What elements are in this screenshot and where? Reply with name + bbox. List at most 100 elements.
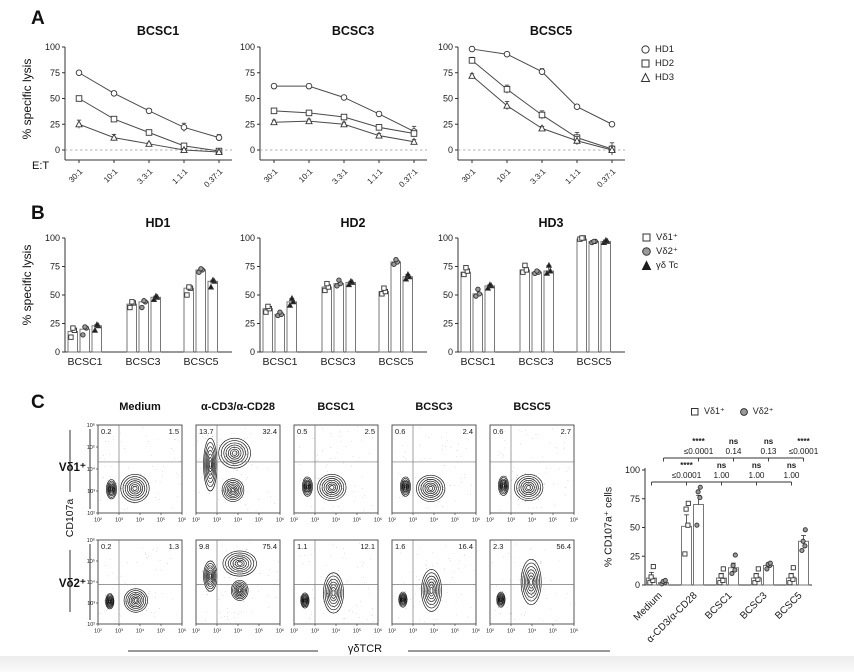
svg-text:25: 25 <box>443 119 453 129</box>
bar-BCSC5-Vδ1⁺ <box>378 285 389 353</box>
bar-α-CD3/α-CD28-Vδ1⁺ <box>681 500 692 586</box>
bar-BCSC5-Vδ1⁺ <box>786 565 797 586</box>
flow-plot-Vδ1⁺-Medium: 0.2 1.5 10² 10³ 10⁴ 10⁵ 10⁶ 10² 10³ 10⁴ 10⁵ 10⁶ <box>87 423 186 524</box>
svg-text:0.14: 0.14 <box>726 447 742 456</box>
page-background-strip <box>0 656 854 672</box>
svg-text:75: 75 <box>50 68 60 78</box>
chart-a3-title: BCSC5 <box>529 24 573 38</box>
axes: 0 25 50 75 100 30:1 10:1 3.3:1 1.1:1 0.37:1 <box>438 42 625 189</box>
svg-text:10⁶: 10⁶ <box>178 629 186 635</box>
black-triangle-marker-icon <box>641 260 652 270</box>
svg-text:50: 50 <box>50 94 60 104</box>
gray-circle-marker-icon <box>642 247 651 256</box>
svg-text:50: 50 <box>630 523 640 533</box>
bar-Medium-Vδ2⁺ <box>658 577 669 587</box>
svg-text:10⁵: 10⁵ <box>353 518 361 524</box>
legend-vd2: Vδ2⁺ <box>641 246 678 257</box>
flow-plot-Vδ1⁺-α-CD3/α-CD28: 13.7 32.4 10² 10³ 10⁴ 10⁵ 10⁶ <box>192 424 284 524</box>
svg-text:12.1: 12.1 <box>360 542 375 551</box>
svg-text:10⁵: 10⁵ <box>451 629 459 635</box>
svg-text:1.1: 1.1 <box>297 542 307 551</box>
flow-plot-Vδ2⁺-BCSC1: 1.1 12.1 10² 10³ 10⁴ 10⁵ 10⁶ <box>290 539 382 635</box>
svg-text:100: 100 <box>438 42 453 52</box>
svg-text:BCSC1: BCSC1 <box>262 356 297 368</box>
svg-text:75: 75 <box>245 262 255 272</box>
svg-text:1.5: 1.5 <box>169 427 179 436</box>
svg-text:50: 50 <box>245 290 255 300</box>
bar-BCSC1-Vδ1⁺ <box>460 264 471 353</box>
legend-hd1: HD1 <box>640 44 674 55</box>
svg-text:10⁶: 10⁶ <box>472 629 480 635</box>
square-marker-icon <box>641 59 650 68</box>
panel-a-et-label: E:T <box>32 160 50 172</box>
bar-BCSC3-Vδ2⁺ <box>333 277 344 353</box>
svg-text:1.3: 1.3 <box>169 542 179 551</box>
svg-text:BCSC1: BCSC1 <box>703 590 735 622</box>
svg-text:10²: 10² <box>290 629 298 635</box>
svg-text:0.2: 0.2 <box>101 427 111 436</box>
svg-text:10⁴: 10⁴ <box>136 629 145 635</box>
flow-plot-Vδ2⁺-α-CD3/α-CD28: 9.8 75.4 10² 10³ 10⁴ 10⁵ 10⁶ <box>192 539 284 635</box>
svg-text:10³: 10³ <box>507 518 515 524</box>
svg-text:0.37:1: 0.37:1 <box>202 167 224 189</box>
svg-text:10:1: 10:1 <box>297 167 315 185</box>
svg-text:10³: 10³ <box>409 518 417 524</box>
chart-b2-title: HD2 <box>340 216 366 230</box>
svg-text:10³: 10³ <box>115 518 123 524</box>
svg-text:0: 0 <box>448 145 453 155</box>
svg-text:10⁶: 10⁶ <box>374 629 382 635</box>
chart-a1-title: BCSC1 <box>136 24 180 38</box>
svg-text:BCSC5: BCSC5 <box>576 356 611 368</box>
series-HD2 <box>270 107 418 137</box>
svg-text:BCSC5: BCSC5 <box>183 356 218 368</box>
svg-text:3.3:1: 3.3:1 <box>330 167 349 186</box>
svg-text:0: 0 <box>448 347 453 357</box>
gray-circle-marker-icon <box>739 407 748 416</box>
svg-text:10²: 10² <box>388 629 396 635</box>
chart-b3-title: HD3 <box>538 216 564 230</box>
svg-text:10²: 10² <box>290 518 298 524</box>
svg-text:75: 75 <box>630 494 640 504</box>
svg-text:30:1: 30:1 <box>67 167 85 185</box>
svg-text:0.5: 0.5 <box>297 427 307 436</box>
svg-text:10³: 10³ <box>311 518 319 524</box>
svg-text:25: 25 <box>245 119 255 129</box>
svg-text:****: **** <box>692 437 705 446</box>
hd1-bar-chart: 0 25 50 75 100 BCSC1 BCSC3 BCSC5 <box>45 233 232 368</box>
svg-text:1.1:1: 1.1:1 <box>170 167 189 186</box>
legend-hd3-label: HD3 <box>655 72 675 83</box>
svg-text:0: 0 <box>250 145 255 155</box>
flow-col-acd3: α-CD3/α-CD28 <box>200 401 276 413</box>
svg-text:50: 50 <box>245 94 255 104</box>
svg-text:1.1:1: 1.1:1 <box>365 167 384 186</box>
svg-text:10:1: 10:1 <box>102 167 120 185</box>
svg-text:10³: 10³ <box>311 629 319 635</box>
svg-text:2.5: 2.5 <box>365 427 375 436</box>
svg-text:10⁶: 10⁶ <box>570 629 578 635</box>
svg-text:10⁴: 10⁴ <box>430 629 439 635</box>
bar-BCSC1-Vδ1⁺ <box>262 303 273 353</box>
svg-text:9.8: 9.8 <box>199 542 209 551</box>
legend-hd2: HD2 <box>640 58 674 69</box>
bar-BCSC3-γδ Tc <box>150 292 161 353</box>
panel-b-legend: Vδ1⁺ Vδ2⁺ γδ Tc <box>641 232 678 271</box>
svg-text:ns: ns <box>752 461 762 470</box>
panel-c-label: C <box>31 392 45 413</box>
flow-plot-Vδ1⁺-BCSC1: 0.5 2.5 10² 10³ 10⁴ 10⁵ 10⁶ <box>290 424 382 524</box>
legend-c-vd2-label: Vδ2⁺ <box>752 406 774 416</box>
svg-text:75: 75 <box>443 262 453 272</box>
bar-BCSC1-Vδ2⁺ <box>79 324 90 353</box>
legend-c-vd1-label: Vδ1⁺ <box>704 406 725 416</box>
bcsc5-line-chart: 0 25 50 75 100 30:1 10:1 3.3:1 1.1:1 0.37:1 <box>438 42 625 189</box>
svg-text:25: 25 <box>443 319 453 329</box>
flow-col-medium: Medium <box>119 401 161 413</box>
svg-text:100: 100 <box>45 42 60 52</box>
bar-BCSC1-Vδ2⁺ <box>728 552 739 586</box>
svg-text:10:1: 10:1 <box>495 167 513 185</box>
svg-text:75: 75 <box>50 262 60 272</box>
svg-text:10⁴: 10⁴ <box>234 518 243 524</box>
svg-text:0.6: 0.6 <box>493 427 503 436</box>
open-square-marker-icon <box>642 233 651 242</box>
